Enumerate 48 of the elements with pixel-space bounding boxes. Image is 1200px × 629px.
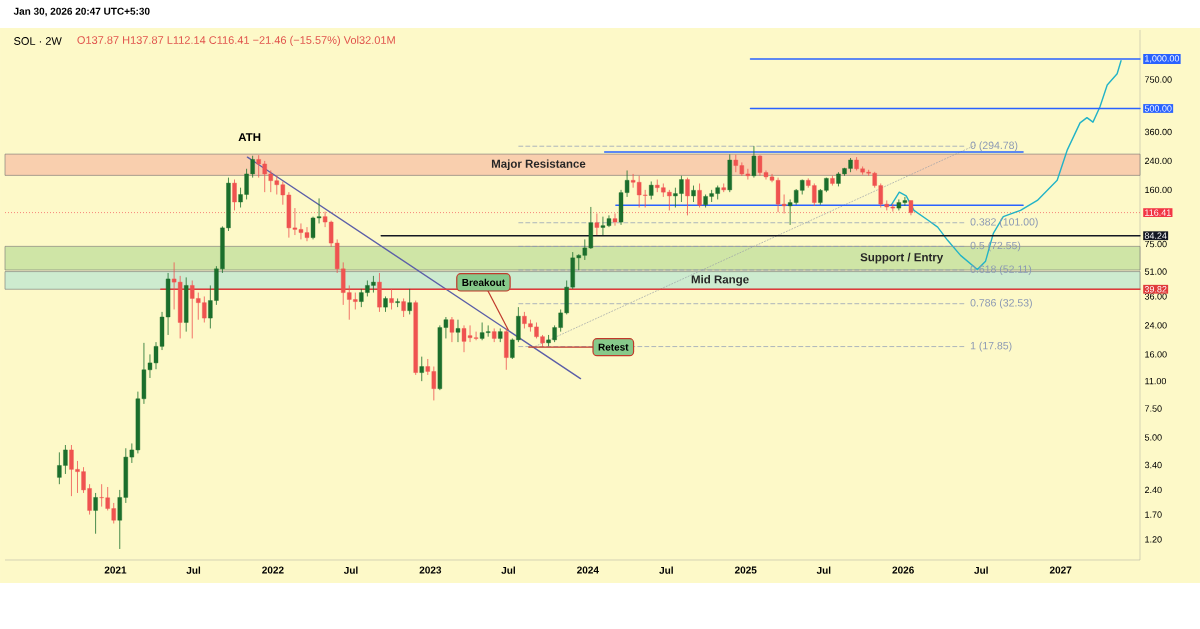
series-label: 39.82 [1144,286,1167,293]
annotation: ATH [238,133,261,142]
x-tick-label: Jul [816,566,831,574]
y-tick-label: 160.00 [1145,186,1172,194]
series-label: 0.382 (101.00) [970,217,1038,228]
series-label: 500.00 [1144,105,1172,112]
x-tick-label: Jul [343,566,358,574]
y-tick-label: 7.50 [1144,405,1162,412]
x-tick-label: Jul [974,566,988,574]
y-tick-label: 240.00 [1144,157,1172,165]
series-label: 0 (294.78) [970,141,1018,152]
band-label: Major Resistance [491,159,586,171]
series-label: 1 (17.85) [970,341,1012,352]
chart-subtitle: O137.87 H137.87 L112.14 C116.41 −21.46 (−15.57%) Vol32.01M [77,35,395,47]
ref-line-label: 116.41 [1145,209,1171,216]
series-label: 0.786 (32.53) [970,298,1032,309]
y-tick-label: 16.00 [1145,351,1167,358]
series-label: 1,000.00 [1145,55,1180,63]
y-tick-label: 360.00 [1144,128,1172,136]
text: SOL · 2W [14,37,62,45]
y-tick-label: 1.70 [1145,511,1162,518]
x-tick-label: 2021 [104,566,127,574]
y-tick-label: 11.00 [1145,377,1167,385]
y-tick-label: 75.00 [1144,240,1167,248]
x-tick-label: 2026 [892,566,914,574]
y-tick-label: 5.00 [1144,434,1162,441]
series-label: 84.24 [1144,232,1167,239]
x-tick-label: 2023 [419,566,442,574]
y-tick-label: 3.40 [1144,461,1162,469]
series-label: 0.618 (52.11) [970,265,1032,275]
text: Jan 30, 2026 20:47 UTC+5:30 [13,7,150,17]
band-label: Mid Range [691,275,749,286]
annotation: Breakout [462,278,505,287]
y-tick-label: 36.00 [1144,293,1167,300]
x-tick-label: 2027 [1049,566,1072,574]
y-tick-label: 2.40 [1144,486,1162,494]
x-tick-label: 2025 [734,566,757,574]
y-tick-label: 750.00 [1144,76,1172,83]
band-label: Support / Entry [860,252,944,264]
x-tick-label: Jul [659,566,673,574]
x-tick-label: 2022 [262,566,284,574]
x-tick-label: Jul [186,566,201,574]
x-tick-label: Jul [501,566,515,574]
x-tick-label: 2024 [577,566,599,574]
y-tick-label: 1.20 [1145,536,1162,543]
y-tick-label: 24.00 [1144,322,1167,329]
annotation: Retest [598,343,629,351]
y-tick-label: 51.00 [1144,268,1167,275]
